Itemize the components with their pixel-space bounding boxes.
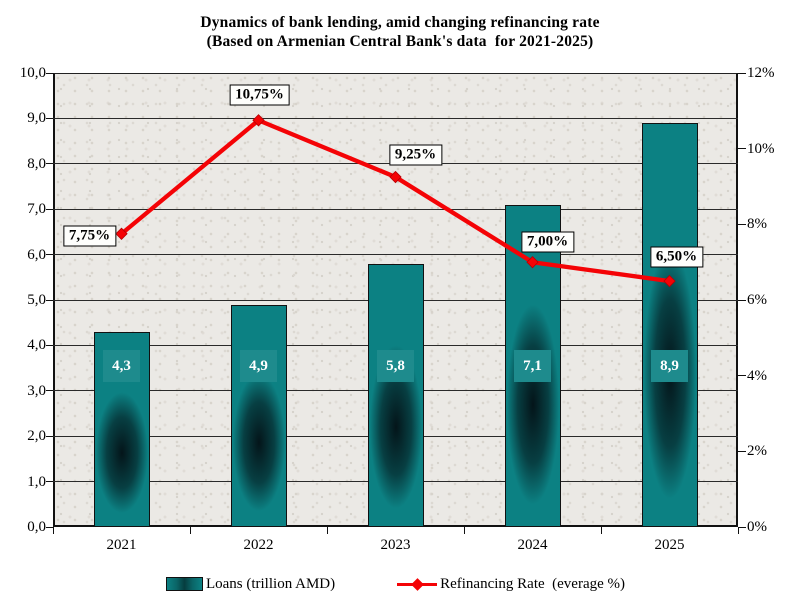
diamond-marker-icon [389,170,402,184]
y-axis-left-tick [46,390,53,392]
y-axis-right-tick [738,450,746,452]
y-axis-right-tick [738,526,746,528]
gridline [53,117,738,119]
title-block: Dynamics of bank lending, amid changing … [0,13,800,51]
rate-callout: 7,00% [520,231,575,253]
y-axis-right-tick-label: 8% [747,216,767,233]
bar-value-label: 4,3 [103,350,140,382]
y-axis-left-tick-label: 0,0 [27,519,46,535]
y-axis-right-tick [738,72,746,74]
y-axis-right-tick-label: 0% [747,519,767,535]
y-axis-left-tick-label: 4,0 [27,337,46,354]
chart-title: Dynamics of bank lending, amid changing … [200,14,600,31]
legend-item-loans: Loans (trillion AMD) [165,575,336,593]
legend-loans-swatch [165,577,203,591]
rate-callout: 10,75% [229,84,290,106]
bar [93,331,150,527]
x-axis-year-label: 2025 [654,537,685,553]
x-axis-tick [737,527,739,534]
chart-subtitle: (Based on Armenian Central Bank's data f… [206,33,594,50]
diamond-marker-icon [663,274,676,288]
x-axis-tick [600,527,602,534]
x-axis-year-label: 2023 [380,537,411,553]
rate-callout: 7,75% [62,225,117,247]
bar-value-label: 7,1 [514,350,551,382]
y-axis-left-tick-label: 2,0 [27,428,46,445]
y-axis-right-tick-label: 6% [747,292,767,308]
x-axis-tick [189,527,191,534]
bar [504,204,561,527]
y-axis-left-tick [46,344,53,346]
x-axis-tick [52,527,54,534]
y-axis-left-tick [46,299,53,301]
x-axis-year-label: 2022 [243,537,274,553]
y-axis-left-tick [46,435,53,437]
legend: Loans (trillion AMD) Refinancing Rate (e… [53,572,738,596]
diamond-marker-icon [252,114,265,127]
y-axis-left-tick [46,208,53,210]
y-axis-left-tick [46,72,53,74]
rate-callout: 9,25% [388,144,443,166]
y-axis-right-tick [738,148,746,150]
legend-rate-label: Refinancing Rate (everage %) [440,575,626,592]
bar [367,263,424,527]
y-axis-right-tick-label: 12% [747,65,775,81]
rate-callout: 6,50% [649,246,704,268]
y-axis-left-tick-label: 10,0 [19,65,46,81]
y-axis-right-tick-label: 2% [747,443,767,460]
legend-rate-marker [397,577,438,591]
bar-value-label: 4,9 [240,350,277,382]
y-axis-left-tick [46,163,53,165]
x-axis-year-label: 2024 [517,537,548,553]
y-axis-left-tick-label: 3,0 [27,382,46,399]
y-axis-right-tick [738,223,746,225]
y-axis-left-tick-label: 9,0 [27,110,46,127]
x-axis-tick [463,527,465,534]
y-axis-right-tick-label: 4% [747,367,767,384]
bar-value-label: 5,8 [377,350,414,382]
x-axis-year-label: 2021 [106,537,137,553]
gridline [53,208,738,210]
legend-rate-diamond-icon [410,577,424,591]
diamond-marker-icon [115,227,128,240]
bar [230,304,287,527]
bar [641,122,698,527]
y-axis-left-tick [46,117,53,119]
y-axis-left-tick [46,481,53,483]
y-axis-right-tick [738,299,746,301]
y-axis-right-tick [738,375,746,377]
diamond-marker-icon [526,256,539,269]
legend-loans-label: Loans (trillion AMD) [205,575,336,592]
x-axis-tick [326,527,328,534]
legend-item-rate: Refinancing Rate (everage %) [397,576,625,593]
y-axis-left-tick [46,254,53,256]
bar-value-label: 8,9 [651,350,688,382]
y-axis-left-tick-label: 1,0 [27,473,46,490]
y-axis-left-tick-label: 7,0 [27,201,46,218]
y-axis-right-tick-label: 10% [747,140,775,157]
y-axis-left-tick-label: 5,0 [27,292,46,308]
y-axis-left-tick-label: 6,0 [27,246,46,263]
y-axis-left-tick-label: 8,0 [27,155,46,172]
gridline [53,254,738,256]
y-axis-left-tick [46,526,53,528]
